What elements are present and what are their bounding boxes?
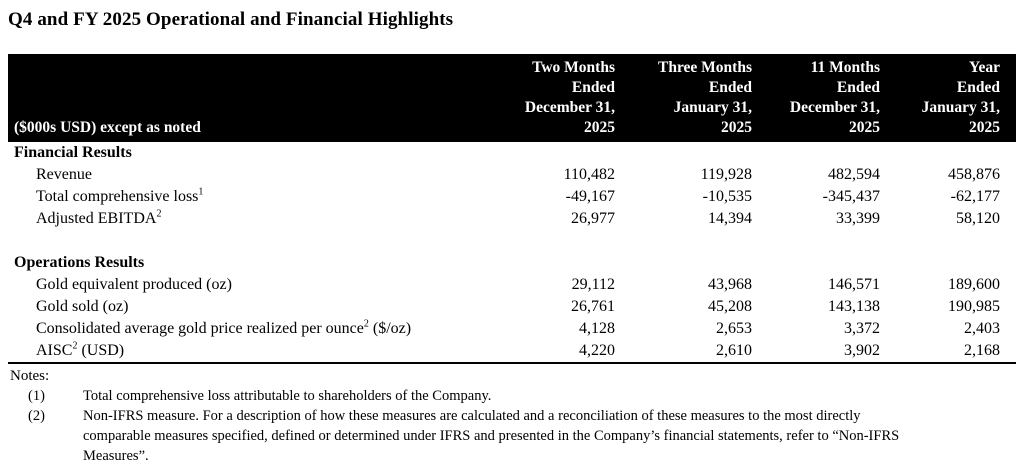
- row-label-text: Revenue: [36, 166, 92, 183]
- row-value: 110,482: [563, 166, 615, 183]
- row-label: Gold equivalent produced (oz): [8, 274, 468, 296]
- table-header: ($000s USD) except as noted Two Months E…: [8, 54, 1016, 142]
- note-item: (1) Total comprehensive loss attributabl…: [8, 386, 1016, 406]
- row-value: -345,437: [822, 188, 880, 205]
- row-value: 4,220: [579, 342, 615, 359]
- document-page: Q4 and FY 2025 Operational and Financial…: [8, 9, 1016, 466]
- row-label: Adjusted EBITDA2: [8, 208, 468, 230]
- spacer-row: [8, 230, 1016, 252]
- note-text: Total comprehensive loss attributable to…: [83, 388, 492, 404]
- row-value: 26,761: [571, 298, 615, 315]
- row-label-text: Consolidated average gold price realized…: [36, 320, 364, 337]
- row-label: Revenue: [8, 164, 468, 186]
- period-column-header: 11 Months Ended December 31, 2025: [752, 54, 880, 142]
- footnote-reference: 2: [363, 318, 369, 330]
- row-label: AISC2 (USD): [8, 340, 468, 363]
- table-row: Gold sold (oz) 26,761 45,208 143,138 190,985: [8, 296, 1016, 318]
- row-value: 3,902: [844, 342, 880, 359]
- table-body: Financial Results Revenue 110,482 119,928 48…: [8, 142, 1016, 363]
- row-value: 189,600: [948, 276, 1000, 293]
- row-label-text: Gold sold (oz): [36, 298, 129, 315]
- row-value: 26,977: [571, 210, 615, 227]
- row-value: 2,653: [716, 320, 752, 337]
- row-value: 2,168: [964, 342, 1000, 359]
- row-value: 146,571: [828, 276, 880, 293]
- table-units-header: ($000s USD) except as noted: [8, 54, 468, 142]
- table-row: Adjusted EBITDA2 26,977 14,394 33,399 58,120: [8, 208, 1016, 230]
- row-value: 29,112: [571, 276, 615, 293]
- row-label-text: Gold equivalent produced (oz): [36, 276, 232, 293]
- note-text: Non-IFRS measure. For a description of h…: [83, 408, 900, 464]
- note-item: (2) Non-IFRS measure. For a description …: [8, 406, 1016, 466]
- table-header-row: ($000s USD) except as noted Two Months E…: [8, 54, 1016, 142]
- table-row: Revenue 110,482 119,928 482,594 458,876: [8, 164, 1016, 186]
- row-value: -10,535: [702, 188, 752, 205]
- row-label-suffix: ($/oz): [368, 320, 412, 337]
- notes-section: Notes: (1) Total comprehensive loss attr…: [8, 366, 1016, 466]
- row-label-text: Total comprehensive loss: [36, 188, 199, 205]
- table-row: Gold equivalent produced (oz) 29,112 43,96…: [8, 274, 1016, 296]
- row-value: 2,403: [964, 320, 1000, 337]
- row-value: 190,985: [948, 298, 1000, 315]
- row-label-suffix: (USD): [77, 342, 125, 359]
- note-number: (2): [28, 408, 45, 424]
- financial-highlights-table: ($000s USD) except as noted Two Months E…: [8, 54, 1016, 364]
- table-row: AISC2 (USD) 4,220 2,610 3,902 2,168: [8, 340, 1016, 363]
- row-label: Consolidated average gold price realized…: [8, 318, 468, 340]
- row-value: 482,594: [828, 166, 880, 183]
- row-value: 458,876: [948, 166, 1000, 183]
- row-value: 2,610: [716, 342, 752, 359]
- section-title-row: Operations Results: [8, 252, 1016, 274]
- row-label: Gold sold (oz): [8, 296, 468, 318]
- footnote-reference: 2: [72, 340, 78, 352]
- row-value: 33,399: [836, 210, 880, 227]
- row-value: -49,167: [565, 188, 615, 205]
- period-column-header: Two Months Ended December 31, 2025: [468, 54, 615, 142]
- section-title: Operations Results: [14, 254, 145, 271]
- row-value: 45,208: [708, 298, 752, 315]
- page-title: Q4 and FY 2025 Operational and Financial…: [8, 9, 454, 30]
- row-value: -62,177: [950, 188, 1000, 205]
- table-row: Total comprehensive loss1 -49,167 -10,535 -…: [8, 186, 1016, 208]
- row-value: 119,928: [700, 166, 752, 183]
- section-title-row: Financial Results: [8, 142, 1016, 164]
- footnote-reference: 1: [198, 186, 204, 198]
- period-column-header: Year Ended January 31, 2025: [880, 54, 1016, 142]
- row-value: 14,394: [708, 210, 752, 227]
- period-column-header: Three Months Ended January 31, 2025: [615, 54, 752, 142]
- row-value: 43,968: [708, 276, 752, 293]
- row-label-text: AISC: [36, 342, 73, 359]
- row-value: 4,128: [579, 320, 615, 337]
- row-value: 143,138: [828, 298, 880, 315]
- note-number: (1): [28, 388, 45, 404]
- footnote-reference: 2: [156, 208, 162, 220]
- section-title: Financial Results: [14, 144, 132, 161]
- row-label-text: Adjusted EBITDA: [36, 210, 157, 227]
- row-value: 3,372: [844, 320, 880, 337]
- row-label: Total comprehensive loss1: [8, 186, 468, 208]
- row-value: 58,120: [956, 210, 1000, 227]
- table-row: Consolidated average gold price realized…: [8, 318, 1016, 340]
- notes-title: Notes:: [10, 368, 50, 384]
